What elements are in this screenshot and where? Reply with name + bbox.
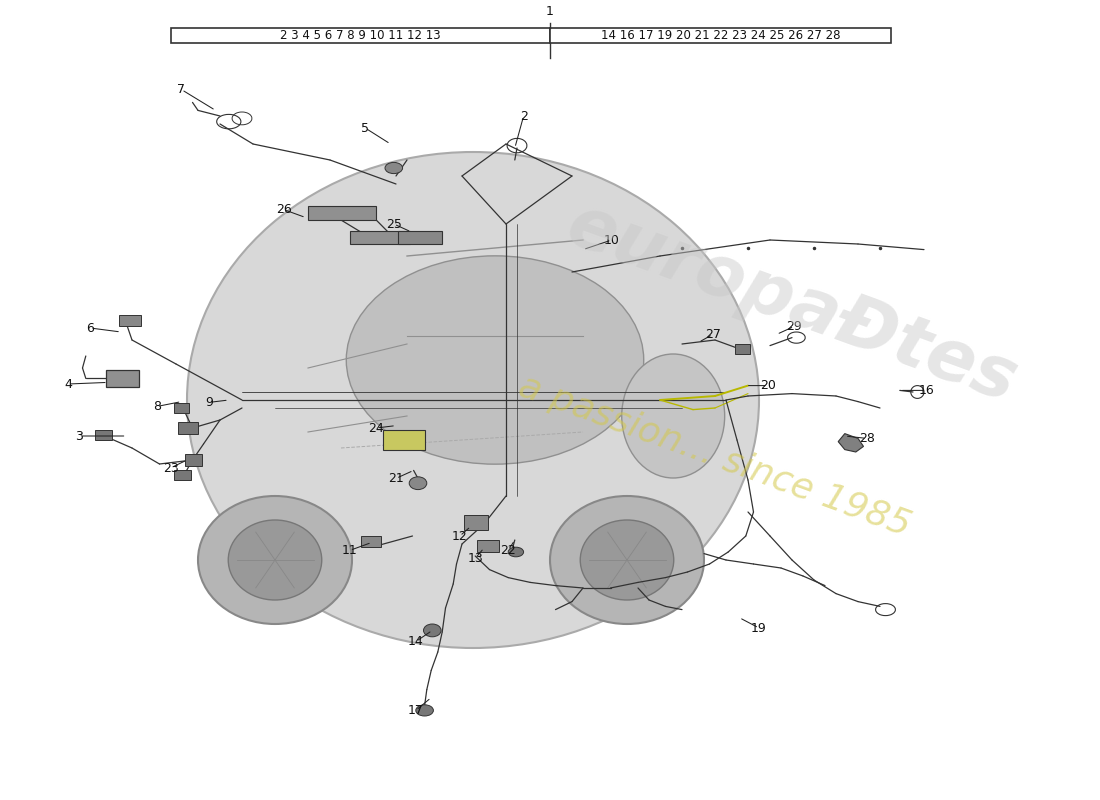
Ellipse shape <box>198 496 352 624</box>
FancyBboxPatch shape <box>308 206 376 220</box>
Text: 3: 3 <box>75 430 84 442</box>
Text: 4: 4 <box>64 378 73 390</box>
Text: 21: 21 <box>388 472 404 485</box>
Text: 9: 9 <box>205 396 213 409</box>
Text: 25: 25 <box>386 218 402 230</box>
FancyBboxPatch shape <box>185 454 202 466</box>
Text: 5: 5 <box>361 122 370 134</box>
Text: a passion... since 1985: a passion... since 1985 <box>515 369 915 543</box>
Ellipse shape <box>621 354 725 478</box>
FancyBboxPatch shape <box>550 28 891 43</box>
FancyBboxPatch shape <box>735 344 750 354</box>
Text: 13: 13 <box>468 552 483 565</box>
Ellipse shape <box>581 520 674 600</box>
Ellipse shape <box>385 162 403 174</box>
FancyBboxPatch shape <box>383 430 425 450</box>
Ellipse shape <box>416 705 433 716</box>
Text: 2: 2 <box>519 110 528 122</box>
Text: 7: 7 <box>177 83 186 96</box>
FancyBboxPatch shape <box>464 515 488 530</box>
Ellipse shape <box>424 624 441 637</box>
Text: 16: 16 <box>918 384 934 397</box>
Text: 19: 19 <box>751 622 767 634</box>
Ellipse shape <box>550 496 704 624</box>
Text: 10: 10 <box>604 234 619 246</box>
Polygon shape <box>838 434 864 452</box>
Ellipse shape <box>409 477 427 490</box>
Text: europaÐtes: europaÐtes <box>558 190 1026 418</box>
Text: 11: 11 <box>342 544 358 557</box>
Text: 27: 27 <box>705 328 720 341</box>
Text: 17: 17 <box>408 704 424 717</box>
Text: 26: 26 <box>276 203 292 216</box>
Ellipse shape <box>508 547 524 557</box>
FancyBboxPatch shape <box>106 370 139 387</box>
Text: 22: 22 <box>500 544 516 557</box>
Text: 23: 23 <box>163 462 178 474</box>
Text: 2 3 4 5 6 7 8 9 10 11 12 13: 2 3 4 5 6 7 8 9 10 11 12 13 <box>280 29 441 42</box>
Ellipse shape <box>229 520 321 600</box>
Text: 8: 8 <box>153 400 162 413</box>
FancyBboxPatch shape <box>361 536 381 547</box>
Text: 12: 12 <box>452 530 468 542</box>
FancyBboxPatch shape <box>178 422 198 434</box>
Text: 24: 24 <box>368 422 384 434</box>
Text: 28: 28 <box>859 432 874 445</box>
FancyBboxPatch shape <box>350 231 410 244</box>
FancyBboxPatch shape <box>174 470 191 480</box>
Ellipse shape <box>346 256 644 464</box>
FancyBboxPatch shape <box>119 315 141 326</box>
Text: 6: 6 <box>86 322 95 334</box>
Text: 14: 14 <box>408 635 424 648</box>
FancyBboxPatch shape <box>174 403 189 413</box>
Text: 29: 29 <box>786 320 802 333</box>
Text: 20: 20 <box>760 379 775 392</box>
Ellipse shape <box>187 152 759 648</box>
Text: 14 16 17 19 20 21 22 23 24 25 26 27 28: 14 16 17 19 20 21 22 23 24 25 26 27 28 <box>601 29 840 42</box>
FancyBboxPatch shape <box>477 540 499 552</box>
FancyBboxPatch shape <box>398 231 442 244</box>
FancyBboxPatch shape <box>170 28 550 43</box>
FancyBboxPatch shape <box>95 430 112 440</box>
Text: 1: 1 <box>546 6 554 18</box>
